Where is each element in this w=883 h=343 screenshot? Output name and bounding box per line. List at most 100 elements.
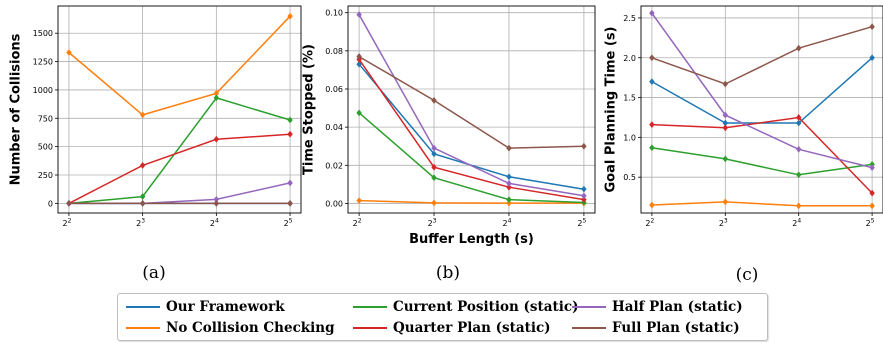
legend-label: Our Framework [166, 299, 285, 315]
y-tick-label: 0.02 [325, 161, 343, 170]
series-point [287, 199, 293, 207]
series-point [722, 198, 729, 206]
series-point [722, 155, 729, 163]
y-tick-label: 0.08 [325, 47, 343, 56]
series-point [431, 144, 437, 152]
series-line [68, 97, 291, 205]
legend-label: Quarter Plan (static) [393, 320, 551, 336]
panel-c-label: (c) [736, 265, 759, 285]
legend: Our Framework Current Position (static) … [117, 293, 768, 341]
legend-item-our-framework: Our Framework [126, 297, 285, 317]
x-tick-label: 22 [62, 218, 71, 229]
series-point [287, 179, 293, 187]
y-tick-label: 1250 [33, 58, 53, 67]
series-line [651, 116, 873, 194]
y-axis-title: Goal Planning Time (s) [604, 27, 619, 193]
legend-label: Full Plan (static) [612, 320, 740, 336]
series-point [506, 196, 512, 204]
legend-item-half-plan: Half Plan (static) [572, 297, 743, 317]
series-point [356, 11, 362, 18]
y-axis-title: Time Stopped (%) [302, 44, 317, 175]
series-point [66, 199, 72, 207]
series-point [649, 54, 655, 62]
x-tick-label: 25 [284, 218, 293, 229]
plot-frame [640, 5, 883, 214]
series-line [651, 12, 873, 169]
series-point [869, 189, 875, 197]
legend-swatch [572, 306, 606, 308]
series-point [649, 9, 655, 17]
series-point [287, 130, 293, 138]
series-point [795, 119, 802, 127]
y-tick-label: 0.00 [325, 199, 343, 208]
series-point [506, 199, 512, 207]
series-point [506, 180, 512, 187]
panel-a-label: (a) [142, 263, 165, 283]
series-point [795, 114, 802, 121]
series-point [722, 111, 729, 119]
legend-label: Current Position (static) [393, 299, 579, 315]
series-point [356, 197, 362, 204]
x-tick-label: 22 [645, 218, 654, 229]
series-point [431, 150, 437, 158]
series-point [66, 49, 72, 56]
x-tick-label: 23 [719, 218, 728, 229]
series-line [651, 57, 873, 124]
y-tick-label: 1500 [33, 29, 53, 38]
series-point [139, 193, 146, 200]
y-tick-label: 1.0 [623, 133, 636, 142]
y-tick-label: 0.06 [325, 85, 343, 94]
x-tick-label: 22 [353, 218, 362, 229]
x-tick-label: 25 [577, 218, 586, 229]
y-tick-label: 750 [38, 114, 53, 123]
series-point [139, 111, 146, 119]
series-line [68, 133, 291, 205]
series-point [649, 78, 655, 86]
series-point [795, 202, 802, 210]
x-tick-label: 25 [866, 218, 875, 229]
x-tick-label: 24 [503, 218, 512, 229]
series-point [506, 173, 512, 181]
series-line [651, 25, 873, 85]
series-line [359, 199, 584, 204]
series-line [358, 58, 585, 201]
series-point [581, 142, 587, 150]
series-point [356, 53, 362, 60]
series-group [649, 9, 875, 210]
series-point [869, 164, 875, 172]
legend-item-quarter-plan: Quarter Plan (static) [353, 318, 551, 338]
series-point [431, 97, 437, 104]
x-tick-label: 23 [428, 218, 437, 229]
series-point [869, 23, 875, 31]
series-point [795, 145, 802, 153]
series-point [213, 195, 220, 203]
legend-swatch [126, 306, 160, 308]
y-tick-label: 500 [38, 143, 53, 152]
series-point [506, 144, 512, 152]
legend-swatch [572, 327, 606, 329]
series-point [287, 12, 293, 20]
legend-item-current-position: Current Position (static) [353, 297, 578, 317]
panel-a-collisions: 0 250 500 750 1000 1250 1500 22 23 24 25 Number of … [9, 5, 302, 229]
series-point [649, 144, 655, 152]
series-line [651, 146, 873, 176]
series-point [213, 135, 220, 143]
plot-frame [347, 5, 596, 214]
series-line [68, 15, 291, 116]
series-point [795, 44, 802, 52]
legend-item-no-collision-checking: No Collision Checking [126, 318, 335, 338]
series-group [356, 11, 587, 207]
series-point [506, 183, 512, 191]
legend-swatch [353, 327, 387, 329]
series-point [869, 54, 875, 62]
series-point [795, 171, 802, 179]
panel-b-label: (b) [436, 263, 460, 283]
y-tick-label: 2.5 [623, 14, 636, 23]
plot-frame [57, 5, 302, 214]
legend-label: Half Plan (static) [612, 299, 743, 315]
series-point [139, 199, 146, 207]
y-axis-title: Number of Collisions [9, 33, 24, 185]
x-tick-label: 24 [792, 218, 801, 229]
series-point [869, 202, 875, 210]
y-tick-label: 0 [48, 199, 53, 208]
